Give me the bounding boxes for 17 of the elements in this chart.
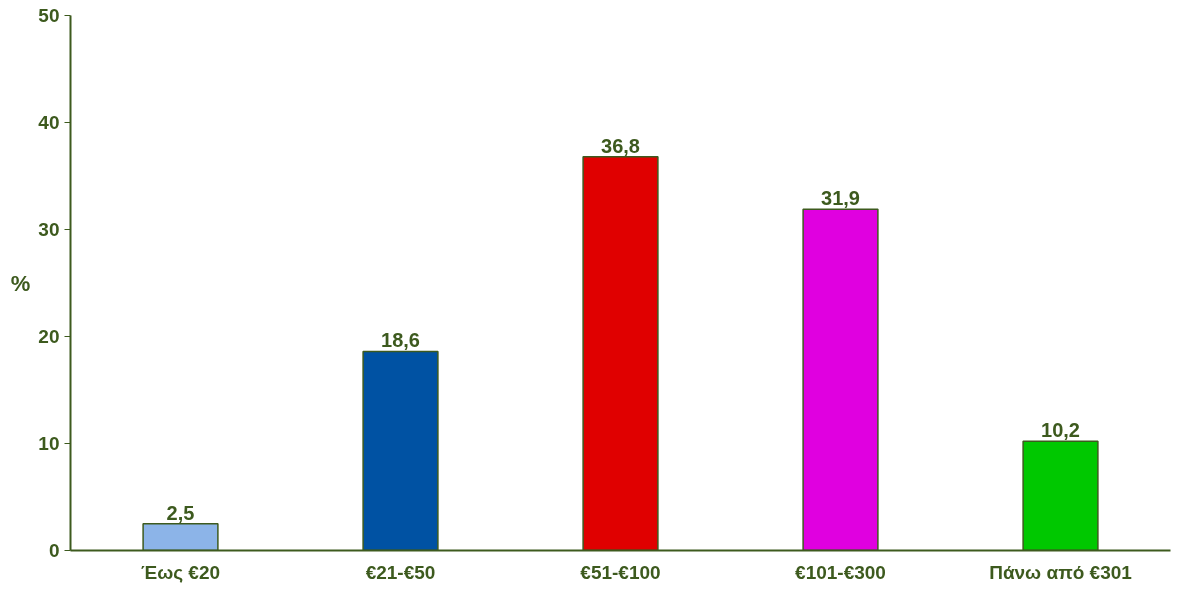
data-label: 10,2 [1041,419,1080,442]
y-axis-title: % [10,270,31,296]
data-label: 18,6 [381,329,420,352]
y-tick-label: 40 [38,112,60,133]
x-tick-label: €101-€300 [795,561,886,583]
y-tick-label: 20 [38,326,60,347]
y-tick-label: 10 [38,433,60,454]
x-tick-label: Έως €20 [140,561,221,583]
data-label: 31,9 [821,187,860,210]
x-tick-label: Πάνω από €301 [989,561,1133,583]
data-label: 36,8 [601,134,640,157]
data-label: 2,5 [166,501,195,524]
y-tick-label: 30 [38,219,60,240]
y-tick-label: 0 [48,540,60,561]
x-tick-label: €21-€50 [365,561,436,583]
y-tick-label: 50 [38,5,60,26]
x-tick-label: €51-€100 [580,561,661,583]
